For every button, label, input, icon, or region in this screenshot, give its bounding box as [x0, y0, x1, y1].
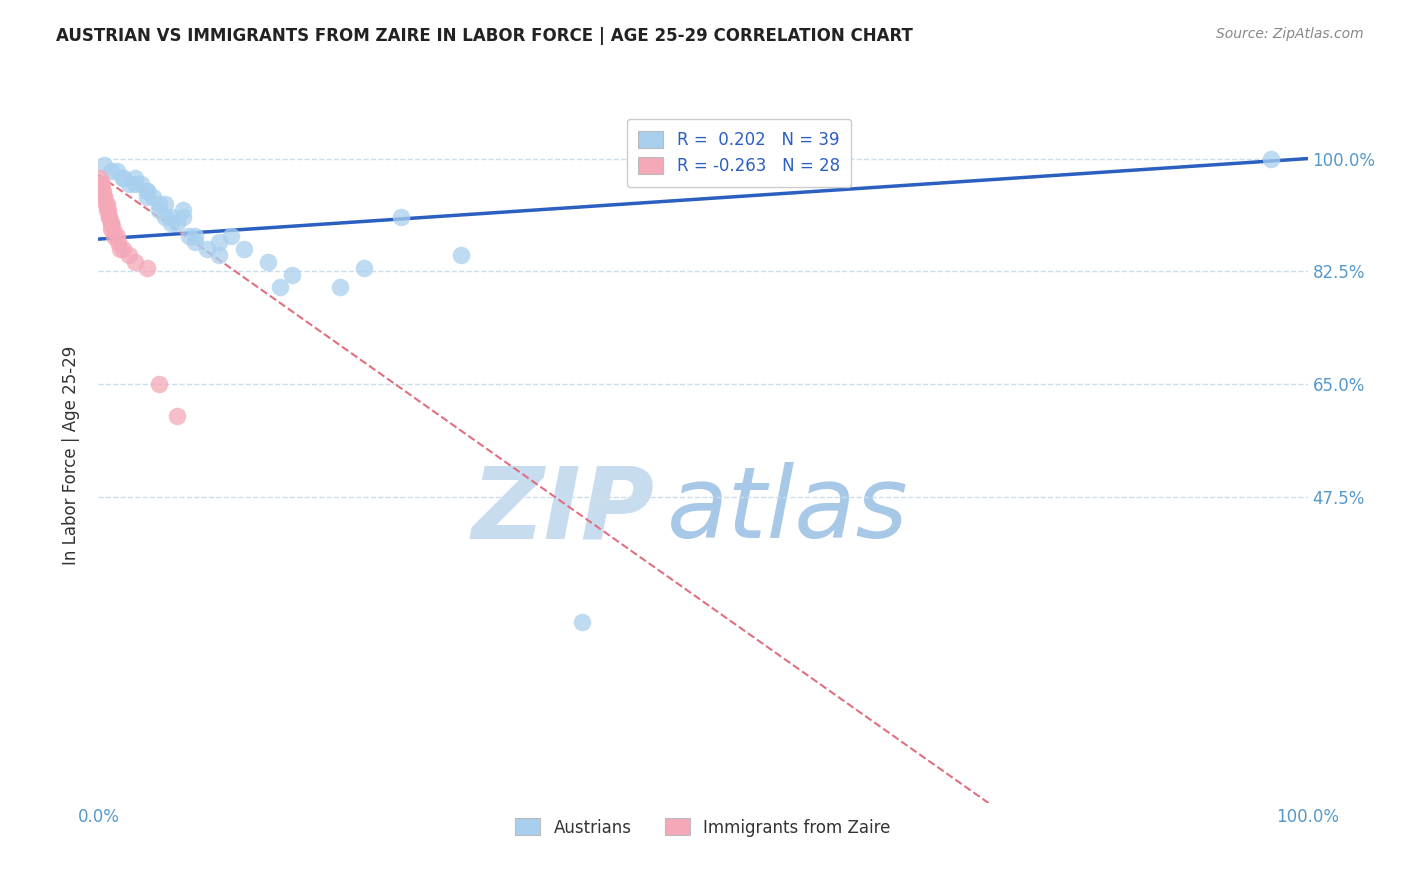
Point — [103, 228, 125, 243]
Point — [124, 170, 146, 185]
Point — [329, 280, 352, 294]
Text: atlas: atlas — [666, 462, 908, 559]
Point — [256, 254, 278, 268]
Point — [172, 203, 194, 218]
Point — [111, 170, 134, 185]
Point — [93, 190, 115, 204]
Point — [100, 216, 122, 230]
Point — [111, 242, 134, 256]
Point — [135, 184, 157, 198]
Text: ZIP: ZIP — [471, 462, 655, 559]
Point — [148, 377, 170, 392]
Point — [184, 235, 207, 250]
Point — [166, 409, 188, 424]
Point — [135, 184, 157, 198]
Point — [124, 254, 146, 268]
Point — [153, 210, 176, 224]
Point — [89, 178, 111, 192]
Point — [208, 235, 231, 250]
Point — [96, 196, 118, 211]
Point — [1260, 152, 1282, 166]
Point — [96, 203, 118, 218]
Point — [184, 228, 207, 243]
Point — [105, 228, 128, 243]
Point — [93, 158, 115, 172]
Point — [135, 190, 157, 204]
Point — [91, 184, 114, 198]
Text: Source: ZipAtlas.com: Source: ZipAtlas.com — [1216, 27, 1364, 41]
Point — [232, 242, 254, 256]
Point — [389, 210, 412, 224]
Point — [100, 164, 122, 178]
Point — [124, 178, 146, 192]
Point — [93, 190, 115, 204]
Point — [166, 216, 188, 230]
Point — [142, 190, 165, 204]
Point — [195, 242, 218, 256]
Y-axis label: In Labor Force | Age 25-29: In Labor Force | Age 25-29 — [62, 345, 80, 565]
Point — [172, 210, 194, 224]
Point — [118, 248, 141, 262]
Point — [221, 228, 243, 243]
Point — [129, 178, 152, 192]
Point — [107, 235, 129, 250]
Point — [89, 170, 111, 185]
Point — [98, 210, 121, 224]
Point — [90, 178, 112, 192]
Point — [111, 170, 134, 185]
Point — [148, 196, 170, 211]
Point — [160, 216, 183, 230]
Point — [97, 203, 120, 218]
Text: AUSTRIAN VS IMMIGRANTS FROM ZAIRE IN LABOR FORCE | AGE 25-29 CORRELATION CHART: AUSTRIAN VS IMMIGRANTS FROM ZAIRE IN LAB… — [56, 27, 912, 45]
Point — [571, 615, 593, 630]
Point — [101, 222, 124, 236]
Point — [91, 184, 114, 198]
Point — [94, 196, 117, 211]
Point — [450, 248, 472, 262]
Point — [179, 228, 201, 243]
Point — [118, 178, 141, 192]
Point — [100, 216, 122, 230]
Point — [208, 248, 231, 262]
Point — [281, 268, 304, 282]
Legend: Austrians, Immigrants from Zaire: Austrians, Immigrants from Zaire — [509, 812, 897, 843]
Point — [148, 203, 170, 218]
Point — [160, 210, 183, 224]
Point — [153, 196, 176, 211]
Point — [135, 261, 157, 276]
Point — [98, 210, 121, 224]
Point — [353, 261, 375, 276]
Point — [108, 242, 131, 256]
Point — [269, 280, 291, 294]
Point — [105, 164, 128, 178]
Point — [91, 178, 114, 192]
Point — [100, 222, 122, 236]
